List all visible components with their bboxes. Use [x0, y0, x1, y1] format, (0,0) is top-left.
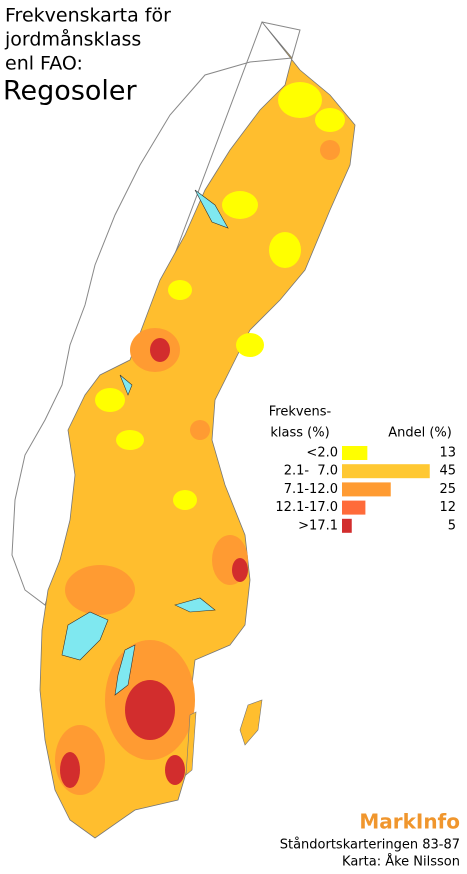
legend-bar	[342, 446, 368, 460]
legend: <2.0 13 2.1- 7.0 45 7.1-12.0 25 12.1-17.0 12 >17…	[275, 446, 456, 534]
legend-value: 5	[448, 518, 456, 533]
footer-line: Ståndortskarteringen 83-87	[280, 838, 460, 853]
legend-label: 12.1-17.0	[275, 500, 338, 515]
title-line: Frekvenskarta för	[5, 5, 171, 27]
legend-label: <2.0	[306, 446, 338, 461]
subtitle: Regosoler	[3, 76, 138, 107]
legend-header: klass (%)	[270, 426, 329, 441]
title-line: jordmånsklass	[4, 28, 141, 51]
legend-value: 13	[439, 446, 456, 461]
gotland	[239, 699, 263, 746]
legend-bar	[342, 482, 391, 497]
yellow-patches	[95, 82, 345, 510]
footer-line: Karta: Åke Nilsson	[342, 854, 460, 870]
legend-value: 12	[439, 500, 456, 515]
legend-header: Andel (%)	[388, 426, 452, 441]
lakes	[61, 189, 229, 696]
legend-label: 7.1-12.0	[284, 482, 338, 497]
title-line: enl FAO:	[5, 53, 83, 75]
legend-bar	[342, 518, 352, 533]
oland	[185, 711, 197, 776]
legend-bar	[342, 464, 430, 479]
legend-header: Frekvens-	[269, 405, 332, 420]
brand: MarkInfo	[359, 810, 460, 834]
legend-value: 45	[439, 464, 456, 479]
legend-label: 2.1- 7.0	[284, 464, 338, 479]
red-patches	[60, 338, 248, 788]
legend-value: 25	[439, 482, 456, 497]
legend-label: >17.1	[298, 518, 338, 533]
legend-bar	[342, 500, 366, 515]
